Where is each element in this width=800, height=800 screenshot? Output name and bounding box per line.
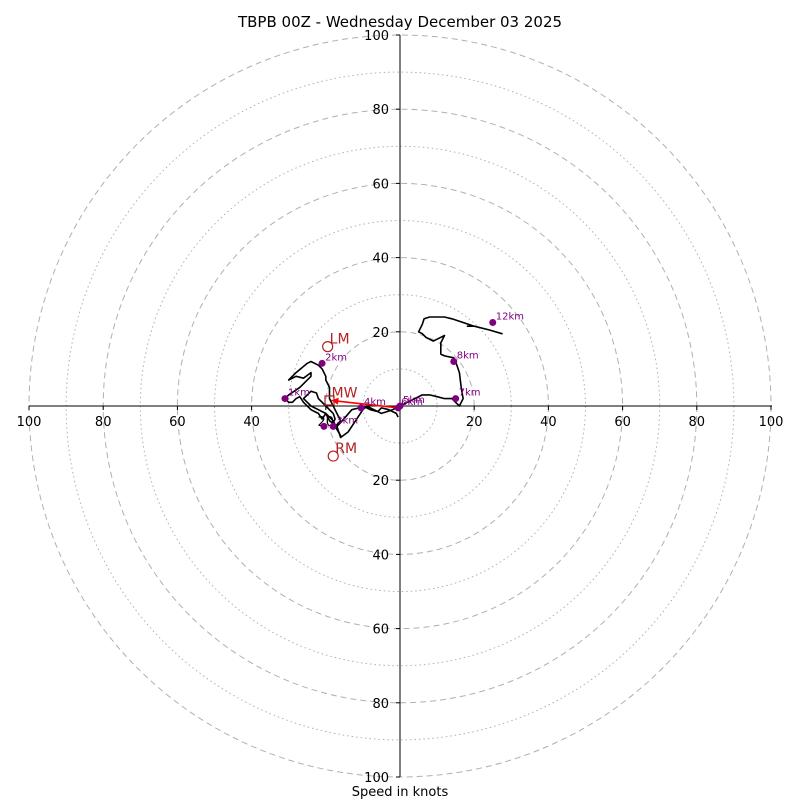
y-tick-label: 20 — [372, 326, 389, 341]
storm-motion-marker — [327, 450, 339, 462]
height-marker-dot — [357, 404, 365, 412]
height-marker-label: 1km — [288, 388, 310, 399]
shear-vector-layer — [331, 397, 399, 409]
height-marker-label: 7km — [459, 388, 481, 399]
storm-motion-label: LM — [330, 332, 350, 348]
y-tick-label: 100 — [364, 29, 389, 44]
height-marker-dot — [450, 357, 458, 365]
tick-labels: 100 80 60 40 20 20 40 60 80 100100806040202040608… — [17, 29, 784, 786]
height-marker-dot — [281, 395, 289, 403]
y-tick-label: 60 — [372, 623, 389, 638]
x-tick-label: 100 — [759, 415, 784, 430]
height-marker-label: 12km — [496, 312, 524, 323]
height-marker-dot — [329, 422, 337, 430]
chart-title: TBPB 00Z - Wednesday December 03 2025 — [237, 13, 562, 31]
x-tick-label: 40 — [540, 415, 557, 430]
height-marker-dot — [320, 422, 328, 430]
height-marker-label: 4km — [364, 397, 386, 408]
height-marker-label: 5km — [403, 395, 425, 406]
x-tick-label: 60 — [614, 415, 631, 430]
x-tick-label: 100 — [17, 415, 42, 430]
x-axis-label: Speed in knots — [352, 785, 449, 800]
y-tick-label: 40 — [372, 548, 389, 563]
height-marker-dot — [394, 404, 402, 412]
height-marker-label: 3km — [336, 415, 358, 426]
height-marker-dot — [452, 395, 460, 403]
shear-arrowhead — [331, 397, 339, 405]
height-marker-dot — [318, 359, 326, 367]
mean-wind-marker — [324, 395, 335, 406]
y-tick-label: 100 — [364, 771, 389, 786]
x-tick-label: 40 — [243, 415, 260, 430]
height-marker-dot — [489, 319, 497, 327]
x-tick-label: 80 — [95, 415, 112, 430]
storm-motion-label: RM — [335, 441, 357, 457]
y-tick-label: 40 — [372, 252, 389, 267]
storm-motion-markers: LM MW RM — [322, 332, 358, 462]
y-tick-label: 60 — [372, 177, 389, 192]
y-tick-label: 20 — [372, 474, 389, 489]
x-tick-label: 60 — [169, 415, 186, 430]
x-tick-label: 20 — [466, 415, 483, 430]
height-marker-label: 6km — [401, 397, 423, 408]
y-tick-label: 80 — [372, 697, 389, 712]
hodograph-trace — [284, 316, 503, 439]
x-tick-label: 80 — [689, 415, 706, 430]
shear-vector — [331, 399, 399, 409]
storm-motion-label: MW — [332, 385, 358, 401]
height-marker-label: 2km — [325, 352, 347, 363]
y-tick-label: 80 — [372, 103, 389, 118]
storm-motion-marker — [322, 341, 334, 353]
height-marker-label: 8km — [457, 350, 479, 361]
hodograph-trace-layer — [284, 316, 503, 439]
